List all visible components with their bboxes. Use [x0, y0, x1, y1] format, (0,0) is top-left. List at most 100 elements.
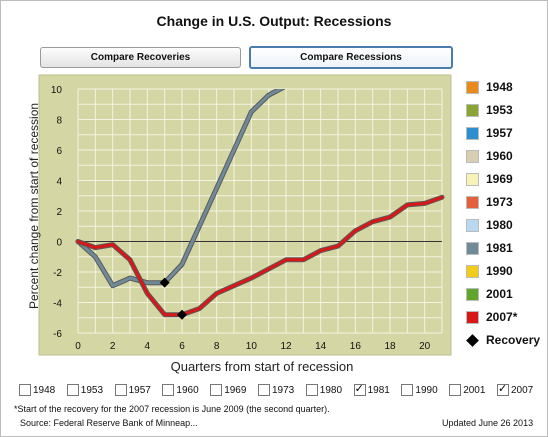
checkbox-1980[interactable]: 1980: [305, 384, 343, 396]
legend-label: 2007*: [486, 310, 518, 324]
checkbox-box[interactable]: [114, 384, 127, 396]
y-axis-label: Percent change from start of recession: [27, 103, 41, 309]
recovery-marker-1981: [159, 277, 170, 288]
checkbox-box[interactable]: [258, 384, 270, 396]
legend-label: 1953: [486, 103, 513, 117]
compare-recessions-button[interactable]: Compare Recessions: [249, 46, 453, 69]
recovery-diamond-icon: [466, 333, 479, 347]
x-tick-label: 16: [350, 341, 362, 352]
checkbox-box[interactable]: [162, 384, 175, 396]
y-tick-label: -4: [53, 299, 62, 310]
legend-item-1948: 1948: [466, 79, 513, 95]
legend-swatch: [466, 80, 479, 94]
checkbox-label: 2001: [463, 384, 486, 396]
legend-item-1981: 1981: [466, 240, 513, 256]
footnote: *Start of the recovery for the 2007 rece…: [14, 404, 330, 414]
compare-recoveries-button[interactable]: Compare Recoveries: [40, 47, 241, 68]
checkbox-label: 1990: [415, 384, 438, 396]
y-tick-label: 6: [56, 146, 62, 157]
checkbox-1973[interactable]: 1973: [258, 384, 294, 396]
legend-label: 1960: [486, 149, 513, 163]
checkbox-label: 2007: [511, 384, 534, 396]
checkbox-1981[interactable]: 1981: [353, 382, 390, 396]
legend-swatch: [466, 310, 479, 324]
y-tick-label: 2: [56, 207, 62, 218]
legend-label: 2001: [486, 287, 513, 301]
checkbox-label: 1980: [319, 384, 343, 396]
legend-item-1969: 1969: [466, 171, 513, 187]
legend-item-1960: 1960: [466, 148, 513, 164]
checkbox-label: 1981: [367, 384, 390, 396]
checkbox-box[interactable]: [305, 384, 318, 396]
legend-item-2007*: 2007*: [466, 309, 517, 325]
page-title: Change in U.S. Output: Recessions: [156, 13, 392, 29]
legend-swatch: [466, 287, 479, 301]
legend-label: 1948: [486, 80, 513, 94]
series-checkbox-row: 1948 1953 1957 1960 1969 1973 1980 1981 1990 2001…: [19, 382, 539, 398]
legend-item-1973: 1973: [466, 194, 513, 210]
legend-swatch: [466, 241, 479, 255]
legend-label: 1980: [486, 218, 513, 232]
x-tick-label: 20: [419, 341, 431, 352]
legend-label: 1969: [486, 172, 513, 186]
x-tick-label: 18: [384, 341, 396, 352]
legend-swatch: [466, 149, 479, 163]
checkbox-2007[interactable]: 2007: [497, 382, 534, 396]
y-tick-label: 4: [56, 177, 62, 188]
checkbox-label: 1969: [224, 384, 247, 396]
checkbox-1960[interactable]: 1960: [162, 384, 199, 396]
x-tick-label: 0: [75, 341, 81, 352]
x-tick-label: 14: [315, 341, 327, 352]
legend-item-recovery: Recovery: [466, 332, 540, 348]
y-tick-label: -6: [53, 329, 62, 340]
x-tick-label: 4: [145, 341, 151, 352]
checkbox-box[interactable]: [66, 384, 79, 396]
checkbox-1990[interactable]: 1990: [401, 384, 438, 396]
legend-label: 1973: [486, 195, 513, 209]
checkbox-box[interactable]: [19, 384, 31, 396]
series-line-1981: [76, 89, 284, 288]
recovery-marker-2007*: [177, 309, 187, 320]
source-note: Source: Federal Reserve Bank of Minneap.…: [20, 418, 198, 428]
checkbox-label: 1973: [272, 384, 295, 396]
y-tick-label: 8: [56, 116, 62, 127]
legend-item-1980: 1980: [466, 217, 513, 233]
updated-note: Updated June 26 2013: [442, 418, 534, 428]
x-tick-label: 6: [179, 341, 185, 352]
legend-label: 1957: [486, 126, 513, 140]
legend-swatch: [466, 195, 479, 209]
x-tick-label: 10: [246, 341, 258, 352]
checkbox-1953[interactable]: 1953: [66, 384, 104, 396]
legend-swatch: [466, 218, 479, 232]
legend-swatch: [466, 103, 479, 117]
checkbox-box[interactable]: [401, 384, 414, 396]
legend-swatch: [466, 126, 479, 140]
x-axis-label: Quarters from start of recession: [171, 359, 354, 374]
legend-item-1953: 1953: [466, 102, 513, 118]
legend-label: Recovery: [486, 333, 541, 347]
checkbox-label: 1953: [80, 384, 104, 396]
checkbox-box[interactable]: [353, 382, 366, 396]
checkbox-box[interactable]: [210, 384, 223, 396]
x-tick-label: 12: [280, 341, 292, 352]
y-tick-label: -2: [53, 268, 62, 279]
checkbox-box[interactable]: [497, 382, 509, 396]
checkbox-box[interactable]: [449, 384, 462, 396]
y-tick-label: 0: [56, 238, 62, 249]
legend-item-1990: 1990: [466, 263, 513, 279]
checkbox-1957[interactable]: 1957: [114, 384, 151, 396]
checkbox-1969[interactable]: 1969: [210, 384, 246, 396]
legend-label: 1990: [486, 264, 513, 278]
y-tick-label: 10: [51, 85, 63, 96]
x-tick-label: 8: [214, 341, 220, 352]
legend-label: 1981: [486, 241, 513, 255]
series-line-2007*: [76, 195, 444, 317]
x-tick-label: 2: [110, 341, 116, 352]
checkbox-1948[interactable]: 1948: [19, 384, 55, 396]
legend-item-1957: 1957: [466, 125, 513, 141]
checkbox-label: 1957: [128, 384, 151, 396]
checkbox-label: 1948: [33, 384, 56, 396]
checkbox-2001[interactable]: 2001: [449, 384, 485, 396]
legend-swatch: [466, 264, 479, 278]
